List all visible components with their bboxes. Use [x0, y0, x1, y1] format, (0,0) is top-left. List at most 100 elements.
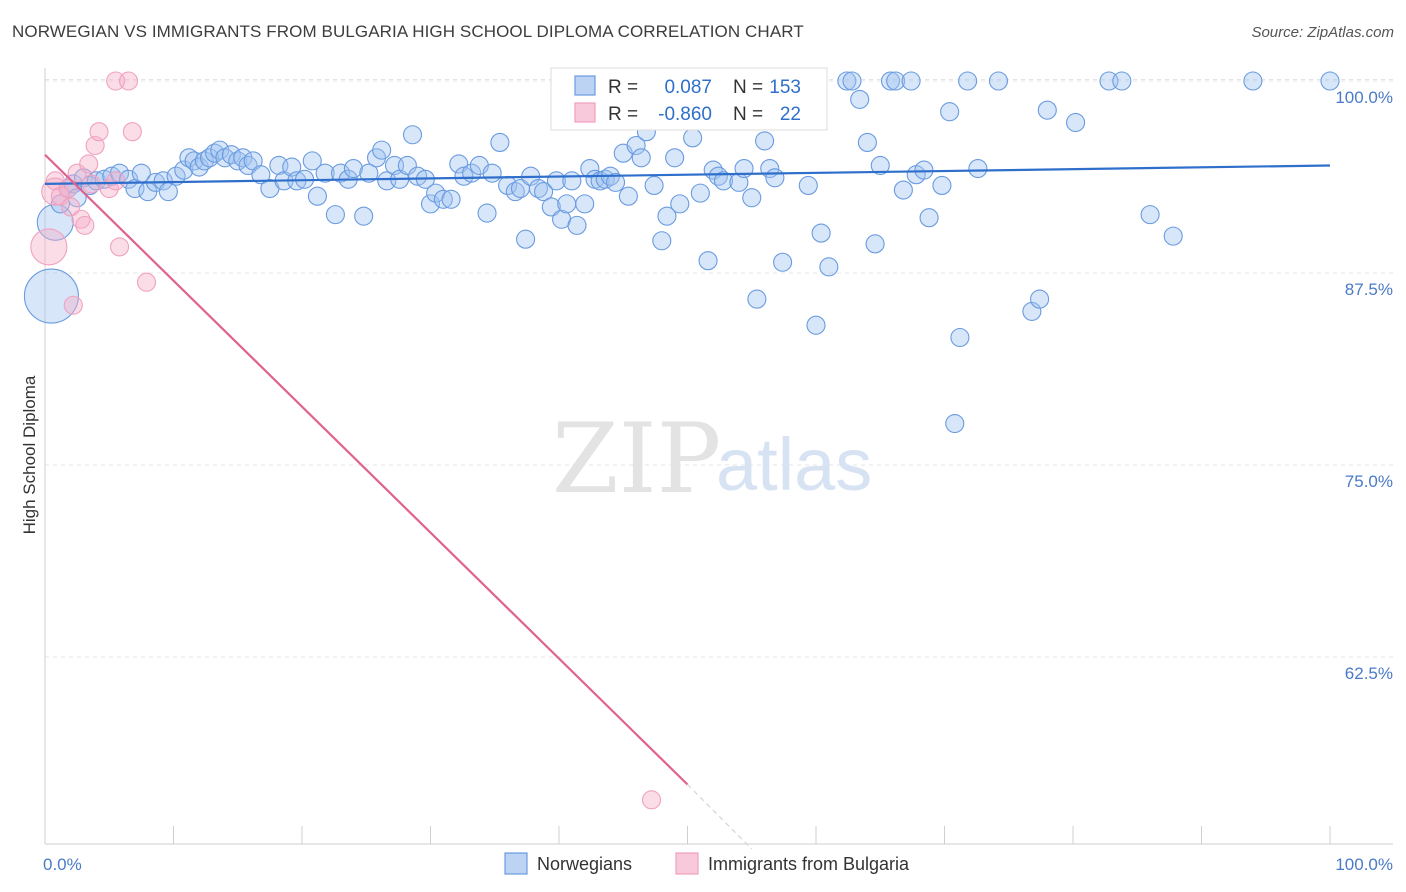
- r-value-1: 0.087: [664, 77, 712, 98]
- y-tick-label-0: 100.0%: [1335, 88, 1393, 107]
- r-value-2: -0.860: [658, 104, 712, 125]
- norwegians-point-127: [880, 71, 901, 91]
- norwegians-point-95: [644, 175, 664, 195]
- norwegians-point-57: [408, 166, 428, 186]
- norwegians-point-128: [886, 71, 906, 91]
- norwegians-point-93: [631, 148, 651, 168]
- bulgaria-swatch: [574, 102, 596, 123]
- norwegians-point-140: [988, 71, 1009, 91]
- norwegians-point-92: [626, 135, 646, 156]
- stats-legend: R = 0.087 N = 153 R = -0.860 N = 22: [550, 67, 828, 131]
- norwegians-point-129: [893, 180, 913, 200]
- norwegians-point-22: [184, 151, 204, 171]
- n-value-1: 153: [769, 77, 801, 98]
- y-tick-label-2: 75.0%: [1345, 472, 1393, 491]
- bulgaria-point-21: [641, 790, 662, 810]
- tick-labels: 100.0% 87.5% 75.0% 62.5% 0.0% 100.0%: [43, 88, 1393, 874]
- norwegians-point-48: [354, 206, 374, 226]
- norwegians-point-63: [449, 154, 469, 174]
- norwegians-point-99: [670, 194, 690, 214]
- norwegians-point-80: [557, 194, 577, 214]
- norwegians-point-101: [683, 128, 703, 148]
- norwegians-point-49: [359, 163, 379, 183]
- norwegians-point-125: [865, 234, 885, 254]
- bulgaria-point-5: [61, 197, 81, 217]
- stats-legend-frame: [550, 67, 828, 131]
- norwegians-point-51: [372, 140, 392, 160]
- norwegians-point-150: [1320, 71, 1340, 91]
- norwegians-point-118: [806, 315, 826, 335]
- y-axis-label: High School Diploma: [20, 375, 39, 534]
- source-label: Source: ZipAtlas.com: [1251, 24, 1394, 41]
- norwegians-point-147: [1140, 205, 1160, 225]
- n-label-1: N =: [733, 77, 763, 98]
- legend-bulgaria-swatch: [675, 852, 699, 875]
- norwegians-point-84: [580, 159, 600, 179]
- norwegians-point-83: [575, 194, 595, 214]
- norwegians-point-81: [562, 171, 582, 191]
- norwegians-point-0: [23, 268, 79, 324]
- norwegians-point-138: [958, 71, 978, 91]
- legend-norwegians-swatch: [504, 852, 528, 875]
- r-label-2: R =: [608, 104, 638, 125]
- norwegians-point-59: [420, 194, 441, 214]
- axes: [44, 68, 1393, 845]
- norwegians-swatch: [574, 75, 596, 96]
- norwegians-point-62: [441, 189, 461, 209]
- norwegians-point-130: [901, 71, 921, 91]
- norwegians-point-132: [914, 160, 934, 180]
- norwegians-point-71: [505, 182, 525, 202]
- norwegians-point-110: [742, 188, 762, 208]
- norwegians-point-64: [454, 166, 474, 186]
- norwegians-point-89: [605, 172, 626, 192]
- bulgaria-point-0: [30, 228, 68, 266]
- norwegians-point-26: [205, 143, 225, 163]
- norwegians-point-67: [477, 203, 497, 223]
- norwegians-point-137: [950, 327, 970, 348]
- bulgaria-point-18: [118, 71, 139, 91]
- legend-norwegians-label: Norwegians: [537, 854, 632, 874]
- norwegians-point-117: [798, 175, 818, 195]
- norwegians-point-124: [857, 132, 877, 152]
- norwegians-point-139: [968, 159, 988, 179]
- norwegians-point-142: [1030, 289, 1050, 309]
- n-value-2: 22: [780, 104, 801, 125]
- watermark-atlas: atlas: [716, 423, 872, 506]
- norwegians-point-148: [1163, 226, 1183, 246]
- norwegians-point-19: [166, 166, 186, 186]
- x-tick-label-0: 0.0%: [43, 855, 82, 874]
- norwegians-point-82: [567, 215, 587, 235]
- norwegians-point-126: [870, 155, 890, 176]
- norwegians-point-45: [330, 163, 351, 183]
- watermark-zip: ZIP: [552, 403, 721, 515]
- norwegians-point-119: [811, 223, 831, 243]
- norwegians-point-143: [1037, 100, 1057, 120]
- norwegians-point-134: [932, 175, 952, 195]
- series-legend: Norwegians Immigrants from Bulgaria: [504, 852, 910, 875]
- norwegians-point-121: [837, 71, 857, 91]
- norwegians-point-69: [490, 132, 510, 152]
- norwegians-point-112: [755, 131, 775, 151]
- bulgaria-point-6: [63, 295, 83, 315]
- norwegians-point-120: [819, 257, 839, 277]
- norwegians-point-44: [325, 205, 345, 225]
- norwegians-point-111: [747, 289, 767, 309]
- bulgaria-point-10: [79, 154, 99, 174]
- y-tick-label-1: 87.5%: [1345, 280, 1393, 299]
- norwegians-point-56: [402, 125, 423, 145]
- norwegians-point-42: [307, 186, 327, 206]
- norwegians-point-103: [698, 251, 718, 271]
- norwegians-point-106: [713, 171, 734, 191]
- norwegians-point-136: [945, 413, 965, 434]
- norwegians-point-24: [194, 151, 214, 171]
- norwegians-point-34: [251, 165, 271, 185]
- norwegians-point-135: [940, 102, 960, 122]
- watermark: ZIP atlas: [552, 403, 872, 515]
- norwegians-point-98: [665, 148, 685, 168]
- norwegians-point-47: [343, 159, 363, 179]
- norwegians-point-61: [433, 189, 453, 209]
- norwegians-point-102: [690, 183, 710, 203]
- norwegians-point-73: [516, 229, 536, 249]
- norwegians-point-30: [228, 151, 248, 171]
